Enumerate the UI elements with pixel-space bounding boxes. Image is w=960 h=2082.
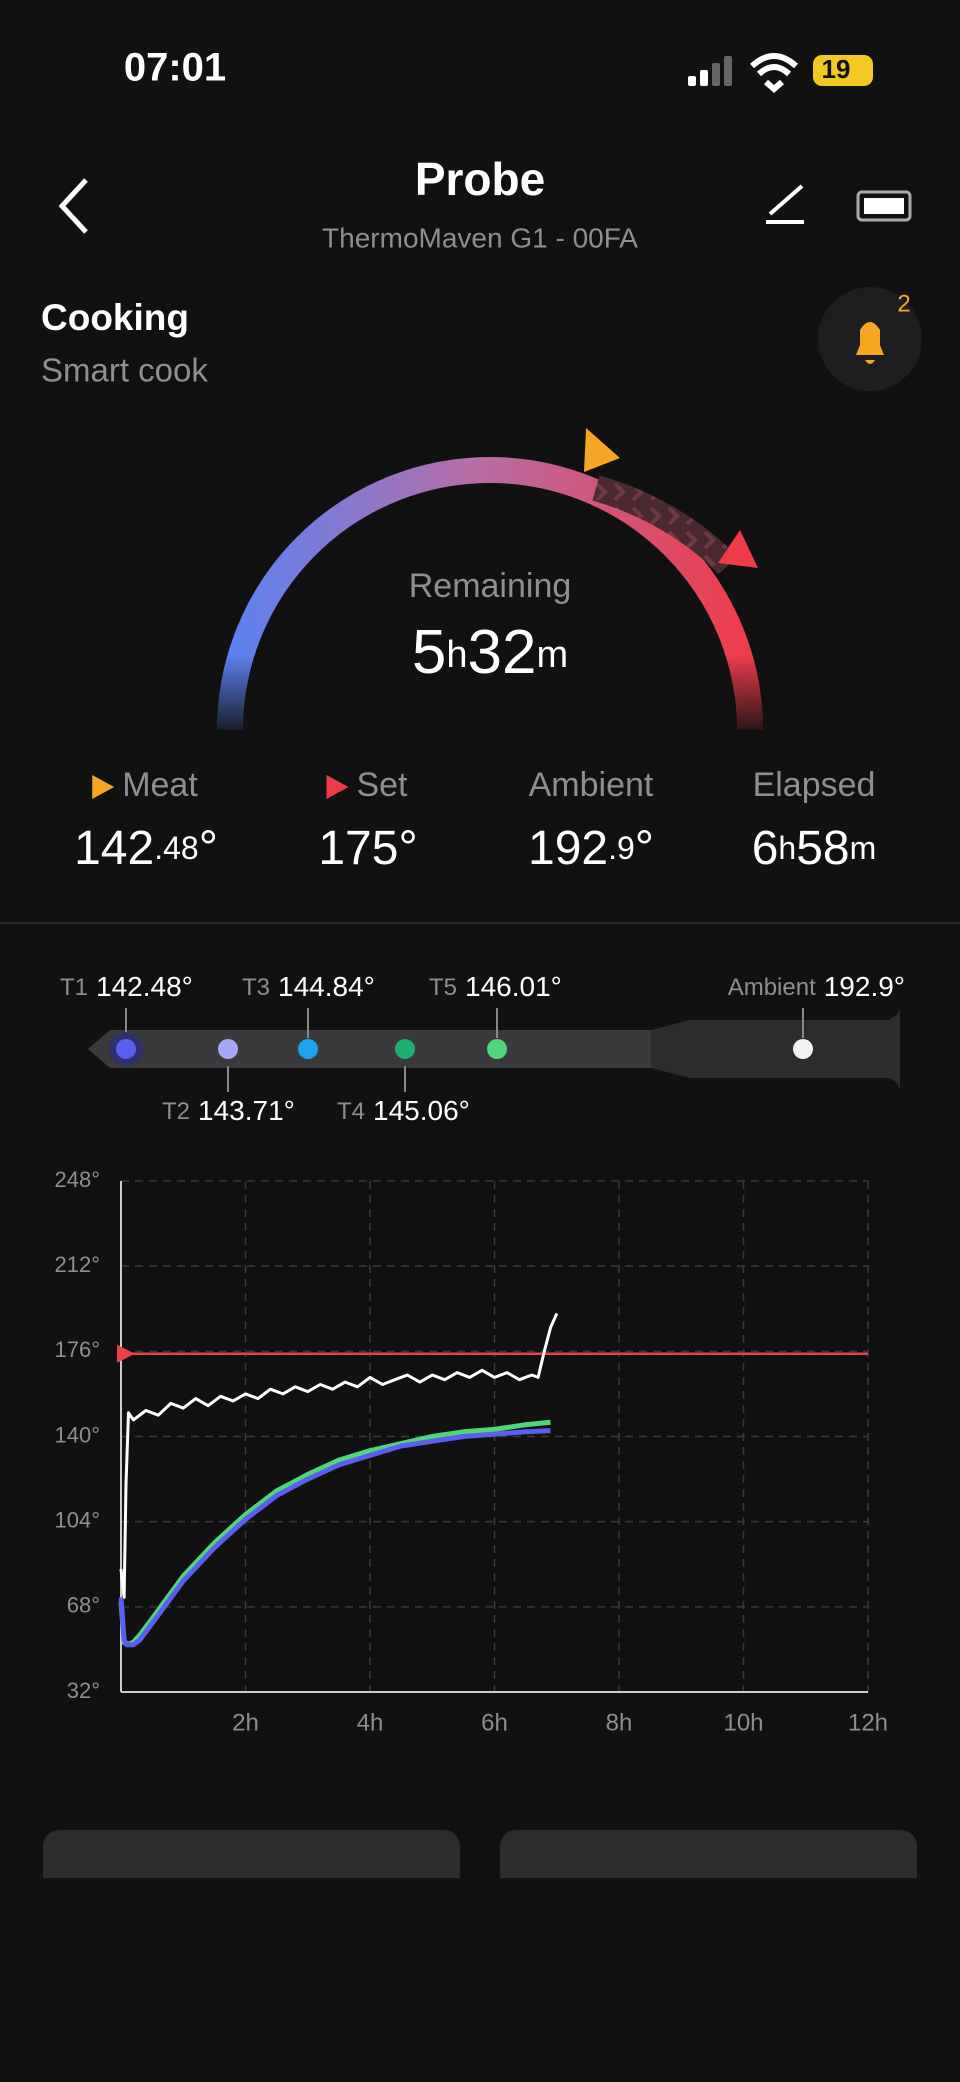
wifi: [749, 53, 799, 93]
progress-arc: [217, 457, 763, 731]
button-label: New Cook: [626, 1874, 790, 1912]
value-part: 192: [528, 822, 608, 875]
probe-dot: [298, 1039, 318, 1059]
value-part: 58: [796, 822, 849, 875]
meat-marker: [584, 428, 620, 472]
status-title: Cooking: [41, 297, 189, 338]
probe-label: T5 146.01°: [429, 971, 562, 1002]
value-part: h: [446, 634, 467, 676]
x-tick-label: 6h: [481, 1709, 508, 1736]
value-part: 5: [412, 618, 446, 687]
value-part: °: [398, 822, 417, 875]
y-tick-label: 140°: [54, 1422, 100, 1447]
alert-count: 2: [897, 290, 910, 317]
remaining-label: Remaining: [409, 567, 572, 605]
stat-marker: [326, 775, 349, 799]
x-tick-label: 2h: [232, 1709, 259, 1736]
value-part: m: [850, 830, 877, 866]
stat-label: Meat: [122, 766, 198, 804]
sensor-value: 144.84°: [278, 971, 375, 1002]
back-button[interactable]: [58, 178, 88, 234]
value-part: 6: [752, 822, 779, 875]
sensor-value: 145.06°: [373, 1095, 470, 1126]
edit-button[interactable]: [766, 184, 804, 224]
probe-dot: [793, 1039, 813, 1059]
bell-icon: [856, 322, 884, 364]
page-title: Probe: [415, 153, 545, 205]
stat-value: 142.48°: [74, 822, 218, 875]
sensor-name: T5: [429, 974, 457, 1001]
stat-label: Elapsed: [753, 766, 876, 804]
y-tick-label: 212°: [54, 1252, 100, 1277]
sensor-value: 142.48°: [96, 971, 193, 1002]
probe-label: T2 143.71°: [162, 1095, 295, 1126]
stat-marker: [92, 775, 115, 799]
probe-handle: [651, 1005, 900, 1092]
value-part: 32: [468, 618, 537, 687]
y-tick-label: 68°: [67, 1593, 100, 1618]
y-tick-label: 32°: [67, 1678, 100, 1703]
x-tick-label: 10h: [723, 1709, 763, 1736]
probe-dot: [116, 1039, 136, 1059]
value-part: h: [778, 830, 796, 866]
remaining-value: 5h32m: [412, 618, 568, 687]
set-marker: [718, 530, 758, 568]
button-label: Edit: [219, 1874, 283, 1912]
signal: [688, 56, 732, 86]
sensor-name: Ambient: [728, 974, 816, 1001]
sensor-name: T2: [162, 1098, 190, 1125]
time: 07:01: [124, 46, 226, 90]
sensor-value: 146.01°: [465, 971, 562, 1002]
probe-dot: [218, 1039, 238, 1059]
stat-label: Ambient: [529, 766, 654, 804]
stat-label: Set: [356, 766, 408, 804]
x-tick-label: 8h: [606, 1709, 633, 1736]
y-tick-label: 176°: [54, 1337, 100, 1362]
sensor-value: 192.9°: [824, 971, 905, 1002]
series-line: [118, 1428, 551, 1648]
action-button[interactable]: [500, 1830, 917, 1940]
device-name: ThermoMaven G1 - 00FA: [322, 222, 638, 253]
sensor-value: 143.71°: [198, 1095, 295, 1126]
y-tick-label: 104°: [54, 1507, 100, 1532]
value-part: 175: [318, 822, 398, 875]
value-part: m: [536, 634, 568, 676]
probe-battery: [856, 190, 912, 222]
stat-value: 192.9°: [528, 822, 654, 875]
probe-dot: [395, 1039, 415, 1059]
x-tick-label: 4h: [357, 1709, 384, 1736]
probe-label: Ambient 192.9°: [728, 971, 905, 1002]
probe-label: T1 142.48°: [60, 971, 193, 1002]
probe-shaft: [88, 1030, 651, 1068]
value-part: °: [199, 822, 218, 875]
probe-dot: [487, 1039, 507, 1059]
value-part: .48: [154, 830, 198, 866]
sensor-name: T1: [60, 974, 88, 1001]
y-tick-label: 248°: [54, 1167, 100, 1192]
action-button[interactable]: [43, 1830, 460, 1940]
stat-value: 175°: [318, 822, 417, 875]
stat-value: 6h58m: [752, 822, 877, 875]
battery-level: 19: [822, 54, 851, 84]
battery: [813, 55, 873, 86]
probe-label: T3 144.84°: [242, 971, 375, 1002]
probe-label: T4 145.06°: [337, 1095, 470, 1126]
set-line-marker: [117, 1344, 135, 1363]
value-part: 142: [74, 822, 154, 875]
series-line: [119, 1312, 559, 1599]
x-tick-label: 12h: [848, 1709, 888, 1736]
sensor-name: T4: [337, 1098, 365, 1125]
sensor-name: T3: [242, 974, 270, 1001]
value-part: °: [635, 822, 654, 875]
status-subtitle: Smart cook: [41, 352, 208, 389]
remaining-band: [592, 475, 738, 575]
value-part: .9: [608, 830, 635, 866]
